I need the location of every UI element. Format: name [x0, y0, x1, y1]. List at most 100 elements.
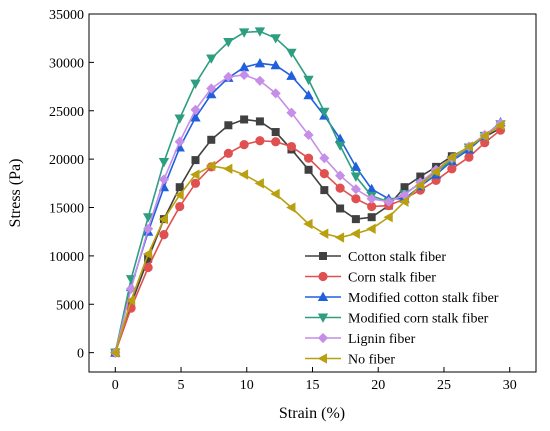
data-point: [239, 140, 249, 150]
data-point: [142, 213, 154, 223]
data-point: [254, 178, 264, 189]
legend-label: Cotton stalk fiber: [348, 250, 446, 265]
data-point: [414, 180, 425, 191]
data-point: [286, 202, 296, 213]
data-point: [430, 166, 441, 177]
y-tick-label: 10000: [49, 250, 84, 265]
legend-item: Modified corn stalk fiber: [305, 312, 489, 327]
data-point: [304, 165, 313, 174]
axis-ticks: 0 5 10 15 20 25 30 0 5000 10000 15000 20000 25000 300…: [49, 8, 517, 393]
data-point: [254, 58, 266, 68]
data-point: [271, 128, 280, 137]
data-point: [126, 283, 137, 294]
data-point: [286, 48, 297, 59]
data-point: [367, 213, 376, 222]
data-point: [400, 183, 409, 192]
data-point: [238, 28, 250, 38]
legend-item: No fiber: [305, 353, 395, 368]
data-point: [350, 184, 361, 195]
legend-item: Corn stalk fiber: [305, 271, 436, 286]
data-point: [270, 88, 281, 99]
legend-label: Lignin fiber: [348, 332, 416, 347]
data-point: [270, 59, 281, 70]
x-tick-label: 20: [371, 378, 385, 393]
data-point: [286, 107, 297, 118]
data-point: [223, 71, 234, 82]
x-tick-label: 15: [306, 378, 320, 393]
x-tick-label: 5: [178, 378, 185, 393]
data-point: [255, 136, 265, 146]
data-point: [240, 115, 249, 124]
data-point: [158, 213, 168, 225]
data-point: [175, 201, 185, 212]
data-point: [224, 121, 233, 130]
data-point: [109, 347, 120, 358]
data-point: [142, 248, 153, 260]
data-point: [158, 158, 170, 168]
data-point: [190, 79, 201, 89]
y-tick-label: 0: [77, 347, 84, 362]
series-2: [110, 125, 506, 358]
data-point: [350, 228, 360, 239]
data-point: [463, 141, 473, 152]
x-axis-title: Strain (%): [279, 405, 345, 422]
x-tick-label: 25: [437, 378, 451, 393]
data-point: [366, 223, 376, 234]
data-point: [175, 183, 184, 192]
data-point: [351, 215, 360, 224]
data-point: [286, 70, 297, 80]
data-point: [383, 212, 393, 223]
data-point: [206, 54, 217, 64]
data-point: [303, 218, 313, 230]
series-6: [109, 120, 505, 358]
y-tick-label: 20000: [49, 153, 84, 168]
x-tick-label: 30: [503, 378, 517, 393]
data-point: [190, 169, 200, 180]
y-axis-title: Stress (Pa): [7, 159, 24, 228]
data-point: [319, 153, 330, 164]
data-point: [319, 169, 329, 179]
data-point: [320, 186, 329, 195]
data-point: [238, 169, 249, 180]
legend-swatch-marker: [317, 332, 329, 344]
data-point: [334, 232, 345, 243]
data-point: [383, 196, 394, 207]
data-point: [334, 141, 346, 151]
legend-swatch-marker: [318, 271, 328, 282]
data-point: [303, 75, 314, 86]
legend-swatch-marker: [317, 291, 329, 302]
data-point: [464, 152, 474, 162]
data-point: [223, 38, 234, 48]
data-point: [271, 137, 281, 147]
data-point: [223, 163, 233, 174]
data-point: [335, 170, 346, 181]
data-point: [191, 156, 200, 165]
data-point: [350, 172, 362, 182]
legend-swatch-marker: [318, 251, 327, 260]
data-point: [303, 129, 314, 141]
legend-item: Cotton stalk fiber: [305, 250, 446, 265]
legend-label: Modified corn stalk fiber: [348, 312, 489, 327]
data-point: [190, 178, 201, 188]
data-point: [447, 164, 457, 174]
legend-item: Modified cotton stalk fiber: [305, 291, 499, 306]
data-point: [254, 75, 265, 86]
data-point: [254, 27, 266, 37]
legend-swatch-marker: [317, 313, 329, 323]
y-tick-label: 35000: [49, 8, 84, 23]
data-point: [205, 160, 216, 172]
data-point: [319, 107, 330, 118]
data-point: [143, 223, 154, 234]
data-point: [174, 114, 185, 124]
data-point: [159, 230, 169, 240]
data-point: [351, 194, 361, 204]
data-point: [125, 295, 136, 306]
data-point: [399, 196, 409, 207]
data-point: [366, 193, 377, 204]
data-point: [336, 204, 345, 213]
y-tick-label: 25000: [49, 105, 84, 120]
legend-swatch-marker: [317, 353, 328, 364]
data-point: [270, 188, 280, 200]
data-point: [350, 161, 362, 171]
